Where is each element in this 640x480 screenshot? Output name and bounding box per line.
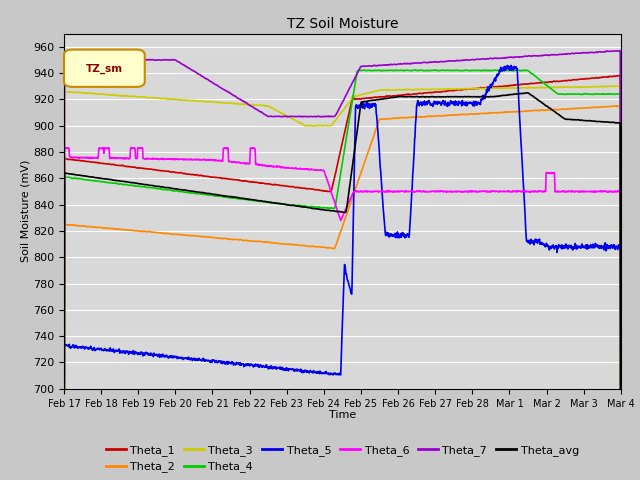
Text: TZ_sm: TZ_sm — [86, 63, 123, 73]
Y-axis label: Soil Moisture (mV): Soil Moisture (mV) — [20, 160, 30, 263]
Title: TZ Soil Moisture: TZ Soil Moisture — [287, 17, 398, 31]
X-axis label: Time: Time — [329, 410, 356, 420]
Legend: Theta_1, Theta_2, Theta_3, Theta_4, Theta_5, Theta_6, Theta_7, Theta_avg: Theta_1, Theta_2, Theta_3, Theta_4, Thet… — [102, 441, 583, 477]
FancyBboxPatch shape — [64, 49, 145, 87]
